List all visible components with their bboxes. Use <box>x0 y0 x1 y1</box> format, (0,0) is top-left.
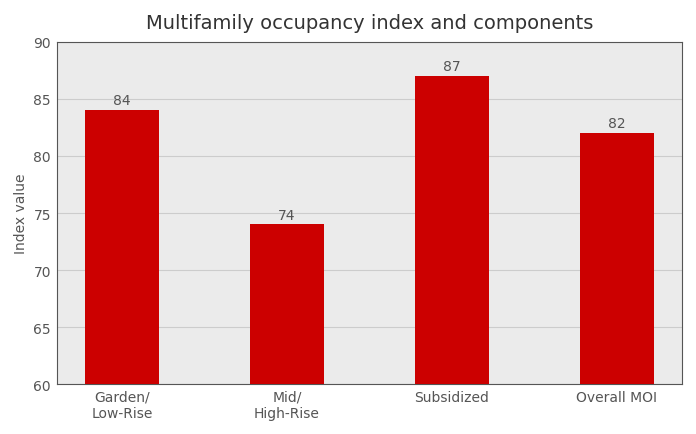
Bar <box>250 225 324 385</box>
Bar <box>415 77 489 385</box>
Title: Multifamily occupancy index and components: Multifamily occupancy index and componen… <box>145 14 593 33</box>
Bar <box>580 134 654 385</box>
Text: 74: 74 <box>278 208 296 222</box>
Y-axis label: Index value: Index value <box>14 174 28 254</box>
Text: 84: 84 <box>113 94 131 108</box>
Bar <box>85 111 159 385</box>
Text: 82: 82 <box>608 117 626 131</box>
Text: 87: 87 <box>443 60 461 74</box>
